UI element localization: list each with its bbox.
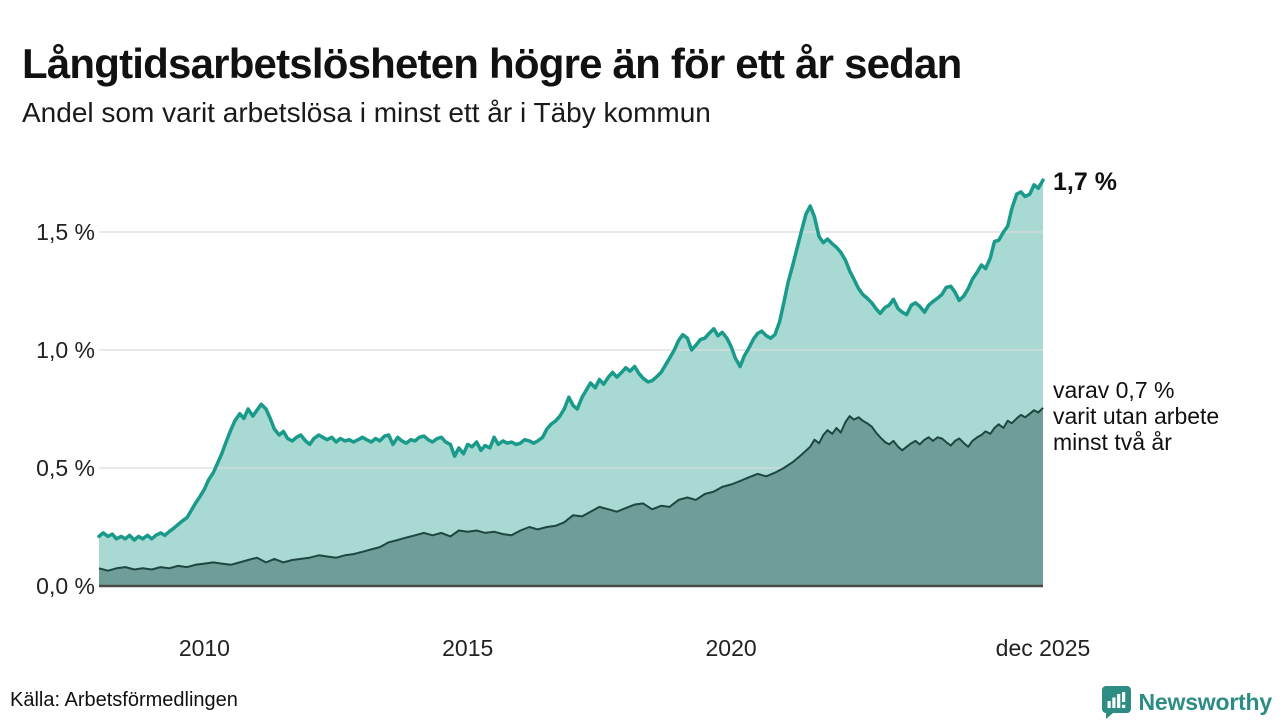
y-axis-tick-label: 1,0 % — [36, 337, 95, 363]
annotation-line: varit utan arbete — [1053, 403, 1220, 429]
x-axis-tick-label: 2015 — [442, 635, 493, 661]
logo-bubble — [1101, 686, 1131, 719]
logo-bar — [1111, 697, 1116, 708]
y-axis-tick-label: 1,5 % — [36, 219, 95, 245]
annotation-line: varav 0,7 % — [1053, 377, 1175, 403]
x-axis-tick-label: 2020 — [706, 635, 757, 661]
chart-subtitle: Andel som varit arbetslösa i minst ett å… — [22, 97, 711, 128]
page-title: Långtidsarbetslösheten högre än för ett … — [22, 40, 962, 88]
brand-name: Newsworthy — [1138, 688, 1273, 715]
logo-exclamation-dot — [1121, 704, 1125, 708]
newsworthy-logo-icon — [1101, 686, 1131, 719]
logo-exclamation — [1121, 692, 1125, 702]
y-axis-tick-label: 0,0 % — [36, 573, 95, 599]
line-two-years — [98, 407, 1044, 572]
line-total-one-year — [97, 178, 1045, 542]
x-axis-tick-label: dec 2025 — [996, 635, 1091, 661]
y-axis-tick-label: 0,5 % — [36, 455, 95, 481]
logo-bar — [1116, 694, 1120, 708]
annotation-line: minst två år — [1053, 429, 1172, 455]
end-value-label: 1,7 % — [1053, 168, 1117, 196]
logo-bar — [1107, 701, 1111, 708]
source-note: Källa: Arbetsförmedlingen — [10, 689, 238, 711]
two-year-annotation: varav 0,7 % varit utan arbete minst två … — [1053, 377, 1219, 455]
area-two-years — [99, 407, 1043, 586]
x-axis-tick-label: 2010 — [179, 635, 230, 661]
newsworthy-logo: Newsworthy — [1101, 684, 1272, 720]
